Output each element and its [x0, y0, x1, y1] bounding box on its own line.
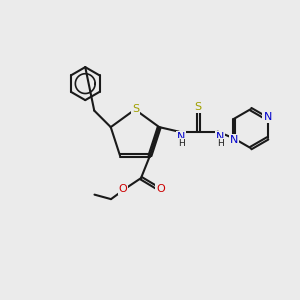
Text: N: N [216, 132, 224, 142]
Text: S: S [195, 102, 202, 112]
Text: H: H [217, 139, 224, 148]
Text: S: S [132, 104, 139, 115]
Text: N: N [263, 112, 272, 122]
Text: N: N [230, 135, 238, 145]
Text: H: H [178, 139, 184, 148]
Text: O: O [118, 184, 127, 194]
Text: N: N [177, 132, 185, 142]
Text: O: O [156, 184, 165, 194]
